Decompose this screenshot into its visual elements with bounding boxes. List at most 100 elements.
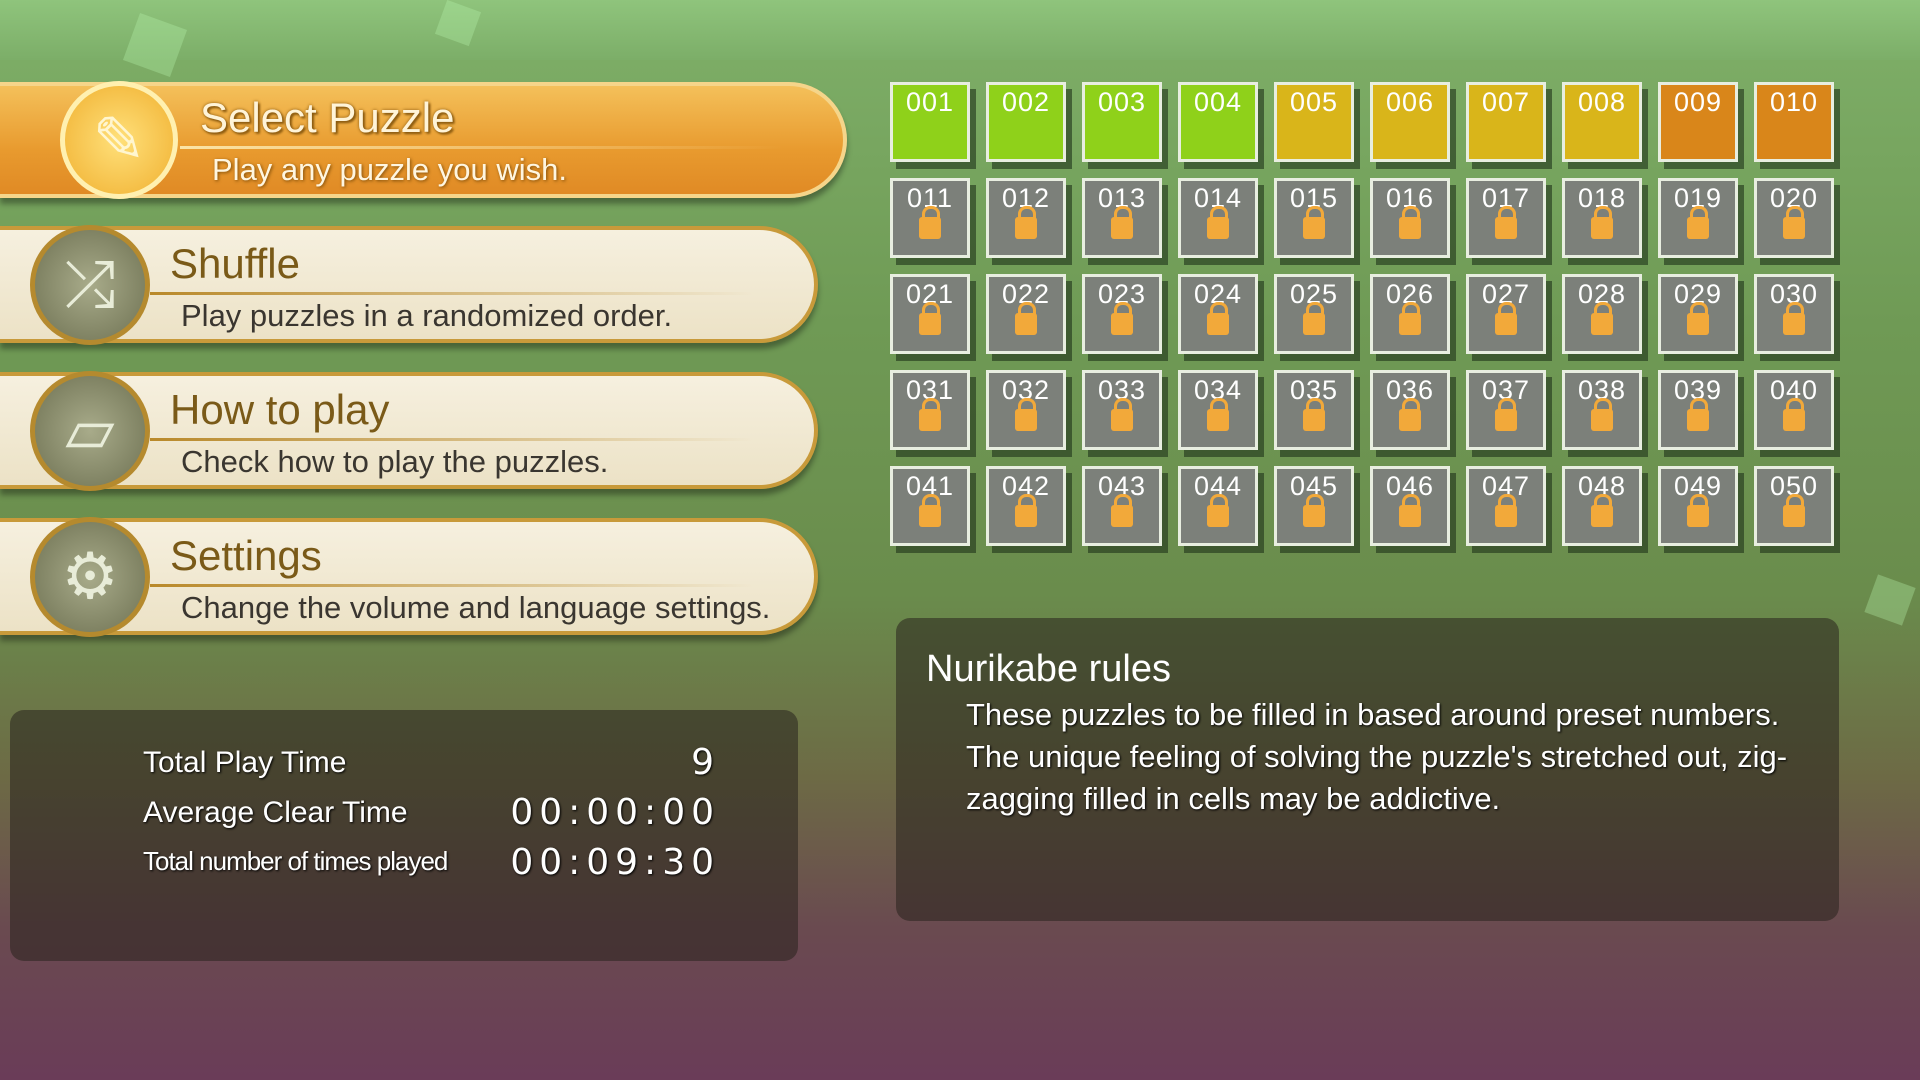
puzzle-tile-locked[interactable]: 033 [1082,370,1162,450]
lock-icon [1399,494,1421,527]
puzzle-tile-locked[interactable]: 029 [1658,274,1738,354]
divider [150,584,754,587]
puzzle-number: 002 [1001,87,1051,117]
puzzle-tile-locked[interactable]: 016 [1370,178,1450,258]
menu-item-subtitle: Check how to play the puzzles. [181,444,609,479]
puzzle-tile-locked[interactable]: 012 [986,178,1066,258]
stat-label: Total number of times played [143,846,448,876]
menu-item-select-puzzle[interactable]: ✎ Select Puzzle Play any puzzle you wish… [0,81,847,199]
puzzle-tile-locked[interactable]: 045 [1274,466,1354,546]
lock-icon [1591,206,1613,239]
puzzle-tile-locked[interactable]: 042 [986,466,1066,546]
lock-icon [1111,206,1133,239]
menu-item-title: Select Puzzle [200,94,455,141]
lock-icon [1591,302,1613,335]
puzzle-tile[interactable]: 010 [1754,82,1834,162]
puzzle-tile-locked[interactable]: 050 [1754,466,1834,546]
puzzle-tile-locked[interactable]: 048 [1562,466,1642,546]
puzzle-tile-locked[interactable]: 014 [1178,178,1258,258]
puzzle-tile[interactable]: 003 [1082,82,1162,162]
lock-icon [1207,302,1229,335]
puzzle-tile-locked[interactable]: 036 [1370,370,1450,450]
puzzle-tile-locked[interactable]: 015 [1274,178,1354,258]
lock-icon [1783,494,1805,527]
puzzle-number: 004 [1193,87,1243,117]
lock-icon [1207,398,1229,431]
puzzle-tile[interactable]: 002 [986,82,1066,162]
lock-icon [1015,206,1037,239]
puzzle-number: 007 [1481,87,1531,117]
puzzle-tile-locked[interactable]: 020 [1754,178,1834,258]
lock-icon [1495,494,1517,527]
puzzle-tile-locked[interactable]: 030 [1754,274,1834,354]
puzzle-tile-locked[interactable]: 049 [1658,466,1738,546]
lock-icon [919,302,941,335]
menu-item-how-to-play[interactable]: ▱ How to play Check how to play the puzz… [0,370,818,491]
lock-icon [1111,494,1133,527]
puzzle-tile-locked[interactable]: 027 [1466,274,1546,354]
puzzle-tile-locked[interactable]: 038 [1562,370,1642,450]
book-icon: ▱ [30,370,150,491]
puzzle-tile-locked[interactable]: 013 [1082,178,1162,258]
puzzle-tile-locked[interactable]: 044 [1178,466,1258,546]
puzzle-number: 010 [1769,87,1819,117]
puzzle-tile[interactable]: 009 [1658,82,1738,162]
puzzle-tile-locked[interactable]: 047 [1466,466,1546,546]
background-decoration [1864,574,1916,626]
puzzle-tile-locked[interactable]: 039 [1658,370,1738,450]
shuffle-arrows-icon: ⤮ [30,224,150,345]
rules-panel: Nurikabe rules These puzzles to be fille… [896,618,1839,921]
puzzle-tile-locked[interactable]: 046 [1370,466,1450,546]
puzzle-tile[interactable]: 007 [1466,82,1546,162]
lock-icon [1399,206,1421,239]
puzzle-tile-locked[interactable]: 034 [1178,370,1258,450]
lock-icon [1687,206,1709,239]
lock-icon [919,206,941,239]
lock-icon [1783,398,1805,431]
puzzle-tile-locked[interactable]: 011 [890,178,970,258]
puzzle-tile[interactable]: 008 [1562,82,1642,162]
lock-icon [1783,206,1805,239]
puzzle-tile-locked[interactable]: 021 [890,274,970,354]
puzzle-tile-locked[interactable]: 023 [1082,274,1162,354]
menu-item-settings[interactable]: ⚙ Settings Change the volume and languag… [0,516,818,637]
top-band [0,0,1920,60]
puzzle-tile[interactable]: 006 [1370,82,1450,162]
lock-icon [1687,398,1709,431]
puzzle-tile-locked[interactable]: 026 [1370,274,1450,354]
puzzle-tile-locked[interactable]: 022 [986,274,1066,354]
puzzle-tile-locked[interactable]: 032 [986,370,1066,450]
puzzle-tile-locked[interactable]: 024 [1178,274,1258,354]
lock-icon [1111,302,1133,335]
divider [150,438,754,441]
menu-item-subtitle: Play any puzzle you wish. [212,152,567,187]
menu-item-shuffle[interactable]: ⤮ Shuffle Play puzzles in a randomized o… [0,224,818,345]
lock-icon [1687,302,1709,335]
lock-icon [1591,398,1613,431]
puzzle-tile-locked[interactable]: 025 [1274,274,1354,354]
puzzle-number: 006 [1385,87,1435,117]
lock-icon [1207,206,1229,239]
lock-icon [1303,302,1325,335]
puzzle-number: 008 [1577,87,1627,117]
stat-label: Average Clear Time [143,796,408,829]
puzzle-tile[interactable]: 005 [1274,82,1354,162]
puzzle-tile-locked[interactable]: 040 [1754,370,1834,450]
puzzle-tile-locked[interactable]: 041 [890,466,970,546]
menu-item-subtitle: Change the volume and language settings. [181,590,771,625]
puzzle-tile-locked[interactable]: 018 [1562,178,1642,258]
puzzle-tile[interactable]: 004 [1178,82,1258,162]
stat-value: 00:09:30 [510,842,720,883]
puzzle-tile-locked[interactable]: 035 [1274,370,1354,450]
puzzle-tile-locked[interactable]: 031 [890,370,970,450]
lock-icon [1015,302,1037,335]
puzzle-tile-locked[interactable]: 019 [1658,178,1738,258]
lock-icon [1495,302,1517,335]
rules-title: Nurikabe rules [926,648,1171,690]
puzzle-tile-locked[interactable]: 043 [1082,466,1162,546]
puzzle-tile-locked[interactable]: 037 [1466,370,1546,450]
puzzle-tile[interactable]: 001 [890,82,970,162]
puzzle-number: 001 [905,87,955,117]
puzzle-tile-locked[interactable]: 017 [1466,178,1546,258]
puzzle-tile-locked[interactable]: 028 [1562,274,1642,354]
